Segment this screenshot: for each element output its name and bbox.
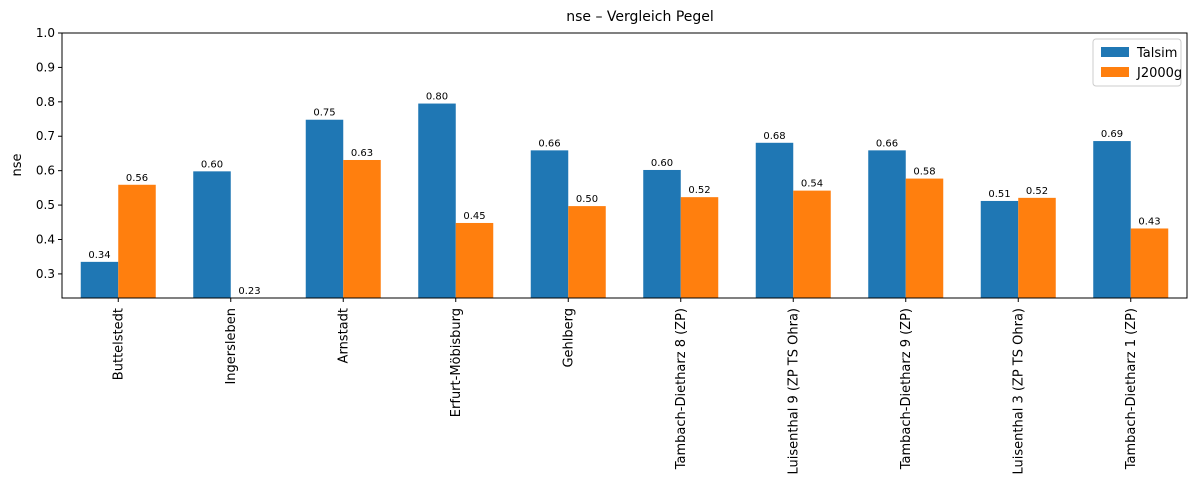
- bar-j2000g-4: [568, 206, 606, 298]
- bar-label-j2000g-5: 0.52: [688, 185, 710, 196]
- y-tick-label: 0.3: [36, 267, 55, 281]
- bar-label-j2000g-7: 0.58: [913, 167, 935, 178]
- bar-label-j2000g-8: 0.52: [1026, 186, 1048, 197]
- x-tick-label: Gehlberg: [561, 308, 576, 368]
- bar-j2000g-8: [1018, 197, 1056, 298]
- bar-label-j2000g-2: 0.63: [351, 148, 373, 159]
- legend-swatch-talsim: [1101, 47, 1129, 57]
- bar-label-talsim-0: 0.34: [88, 250, 110, 261]
- x-tick-label: Luisenthal 9 (ZP TS Ohra): [786, 308, 801, 474]
- bar-talsim-5: [643, 169, 681, 298]
- bar-talsim-1: [193, 171, 231, 298]
- bar-label-talsim-8: 0.51: [988, 189, 1010, 200]
- y-tick-label: 0.6: [36, 164, 55, 178]
- x-tick-label: Buttelstedt: [111, 308, 126, 380]
- bar-j2000g-6: [793, 190, 831, 298]
- bar-j2000g-5: [680, 197, 719, 298]
- y-tick-label: 0.5: [36, 198, 55, 212]
- bar-label-talsim-1: 0.60: [201, 159, 223, 170]
- bar-j2000g-9: [1130, 228, 1169, 298]
- bar-talsim-7: [868, 150, 906, 298]
- bar-label-j2000g-1: 0.23: [238, 286, 260, 297]
- bar-label-talsim-7: 0.66: [876, 138, 898, 149]
- bar-talsim-4: [530, 150, 569, 298]
- y-tick-label: 0.9: [36, 60, 55, 74]
- bar-talsim-3: [418, 103, 456, 298]
- bar-j2000g-0: [118, 184, 156, 298]
- x-tick-label: Ingersleben: [224, 308, 239, 385]
- y-tick-label: 0.8: [36, 95, 55, 109]
- chart-title: nse – Vergleich Pegel: [566, 9, 714, 25]
- axes-frame: [61, 32, 1188, 299]
- x-tick-label: Erfurt-Möbisburg: [449, 308, 464, 417]
- bar-label-talsim-4: 0.66: [538, 138, 560, 149]
- bar-label-j2000g-0: 0.56: [126, 173, 148, 184]
- bar-label-j2000g-4: 0.50: [576, 194, 598, 205]
- bar-talsim-9: [1093, 141, 1131, 298]
- y-tick-label: 0.4: [36, 232, 55, 246]
- bar-label-j2000g-6: 0.54: [801, 179, 823, 190]
- bar-label-talsim-9: 0.69: [1101, 129, 1123, 140]
- legend-label-j2000g: J2000g: [1136, 66, 1182, 81]
- legend: Talsim J2000g: [1092, 38, 1182, 87]
- legend-swatch-j2000g: [1101, 67, 1129, 77]
- bar-label-talsim-5: 0.60: [651, 158, 673, 169]
- bar-talsim-6: [755, 142, 794, 298]
- y-tick-label: 0.7: [36, 129, 55, 143]
- bar-j2000g-3: [455, 222, 494, 298]
- x-tick-label: Arnstadt: [336, 308, 351, 363]
- bar-label-j2000g-3: 0.45: [463, 211, 485, 222]
- bar-j2000g-2: [343, 159, 381, 298]
- bar-talsim-2: [305, 119, 344, 298]
- x-tick-label: Tambach-Dietharz 9 (ZP): [899, 308, 914, 470]
- x-tick-label: Tambach-Dietharz 1 (ZP): [1124, 308, 1139, 470]
- bar-label-j2000g-9: 0.43: [1138, 216, 1160, 227]
- bar-talsim-8: [980, 200, 1019, 298]
- y-axis-title: nse: [10, 153, 25, 176]
- bar-label-talsim-2: 0.75: [313, 108, 335, 119]
- legend-label-talsim: Talsim: [1136, 46, 1177, 61]
- bar-label-talsim-3: 0.80: [426, 92, 448, 103]
- bar-talsim-0: [80, 261, 119, 298]
- bar-j2000g-7: [905, 178, 944, 298]
- y-tick-label: 1.0: [36, 26, 55, 40]
- plot-area: 0.34 0.60 0.75 0.80 0.66 0.60 0.68 0.66 0.51 0.69…: [36, 26, 1188, 474]
- x-tick-label: Tambach-Dietharz 8 (ZP): [674, 308, 689, 470]
- bar-label-talsim-6: 0.68: [763, 131, 785, 142]
- x-tick-label: Luisenthal 3 (ZP TS Ohra): [1011, 308, 1026, 474]
